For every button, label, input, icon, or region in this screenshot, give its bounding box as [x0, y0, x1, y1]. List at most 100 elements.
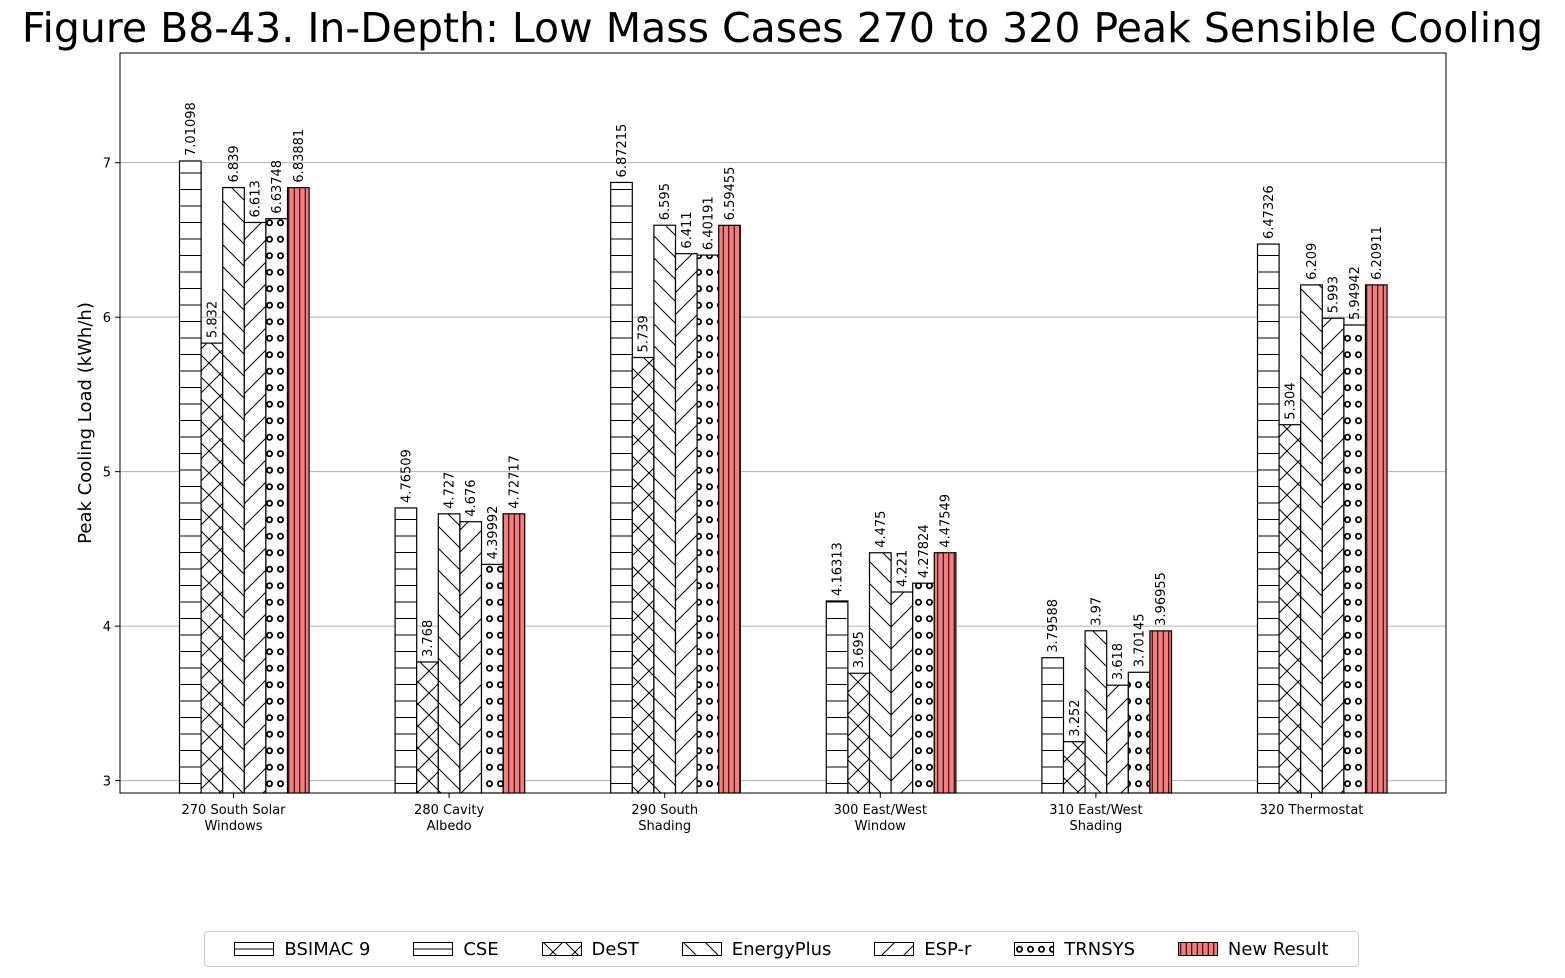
bar-value-label: 3.97 [1089, 597, 1104, 626]
bar-value-label: 3.96955 [1154, 572, 1169, 626]
bar-value-label: 6.20911 [1370, 226, 1385, 280]
y-axis-label: Peak Cooling Load (kWh/h) [75, 302, 96, 544]
bar-value-label: 3.79588 [1046, 599, 1061, 653]
bar-value-label: 3.618 [1111, 643, 1126, 680]
bar-energyplus-4 [1084, 630, 1108, 794]
legend-swatch [234, 942, 275, 956]
bar-dest-5 [1278, 424, 1302, 794]
bar-value-label: 5.832 [205, 301, 220, 338]
legend-label: TRNSYS [1064, 938, 1136, 960]
x-tick-label: 280 Cavity Albedo [414, 803, 484, 834]
bar-value-label: 3.252 [1068, 699, 1083, 736]
bar-esp-r-1 [459, 521, 483, 794]
legend-item-dest: DeST [541, 938, 639, 960]
legend-item-new-result: New Result [1177, 938, 1329, 960]
bar-value-label: 3.70145 [1133, 614, 1148, 668]
y-tick-label: 6 [103, 311, 111, 326]
x-tick-label: 270 South Solar Windows [182, 803, 287, 834]
bar-cse-4 [1041, 657, 1065, 794]
x-tick-label: 320 Thermostat [1260, 803, 1364, 818]
bar-value-label: 6.83881 [292, 129, 307, 183]
bar-cse-1 [394, 507, 418, 794]
bar-value-label: 6.839 [227, 145, 242, 182]
bar-energyplus-0 [222, 186, 245, 794]
bar-value-label: 4.27824 [917, 524, 932, 578]
bar-value-label: 4.676 [464, 479, 479, 516]
x-tick-label: 290 South Shading [631, 803, 698, 834]
legend: BSIMAC 9 CSE DeST EnergyPlus ESP-r TRNSYS New … [204, 931, 1359, 967]
bar-dest-1 [416, 661, 439, 794]
bar-esp-r-3 [890, 591, 914, 794]
legend-swatch [1014, 942, 1055, 956]
bar-value-label: 3.768 [421, 620, 436, 657]
bar-new-result-2 [718, 224, 741, 794]
bar-energyplus-1 [437, 513, 461, 794]
y-tick-label: 5 [103, 466, 111, 481]
bar-esp-r-4 [1106, 684, 1129, 794]
legend-label: ESP-r [924, 938, 972, 960]
bar-cse-5 [1256, 243, 1280, 794]
bar-esp-r-5 [1321, 317, 1345, 794]
bar-value-label: 4.39992 [486, 506, 501, 560]
y-tick-label: 3 [103, 775, 111, 790]
bar-value-label: 6.613 [249, 180, 264, 217]
bar-cse-0 [178, 160, 202, 794]
legend-item-bsimac-9: BSIMAC 9 [234, 939, 370, 960]
bar-value-labels: 7.01098 5.832 6.839 6.613 6.63748 6.83881 4.76… [184, 102, 1385, 736]
bar-value-label: 6.87215 [615, 124, 630, 178]
bar-value-label: 7.01098 [184, 102, 199, 156]
legend-item-esp-r: ESP-r [874, 939, 971, 960]
legend-item-cse: CSE [413, 938, 499, 960]
bar-trnsys-3 [912, 582, 935, 794]
bar-energyplus-3 [868, 552, 892, 794]
bar-dest-2 [631, 356, 655, 794]
bar-value-label: 5.94942 [1348, 266, 1363, 320]
legend-label: EnergyPlus [731, 938, 832, 960]
x-tick-label: 300 East/West Window [834, 803, 927, 834]
bar-dest-3 [847, 672, 871, 794]
legend-swatch [1177, 942, 1218, 956]
legend-swatch [413, 942, 454, 956]
bar-trnsys-4 [1127, 671, 1151, 794]
bar-value-label: 5.304 [1283, 382, 1298, 419]
bar-cse-3 [825, 600, 849, 794]
bar-energyplus-5 [1300, 284, 1323, 794]
grid-lines [120, 162, 1446, 782]
bar-value-label: 6.40191 [701, 196, 716, 250]
bar-dest-4 [1062, 741, 1086, 794]
bar-trnsys-2 [696, 254, 720, 794]
bar-esp-r-0 [243, 221, 267, 794]
bars [178, 160, 1388, 794]
bar-value-label: 3.695 [852, 631, 867, 668]
x-axis-ticks: 270 South Solar Windows 280 Cavity Albedo 29… [182, 793, 1364, 834]
bar-value-label: 6.47326 [1262, 185, 1277, 239]
plot-frame [119, 52, 1447, 794]
legend-label: New Result [1227, 938, 1329, 960]
legend-swatch [874, 942, 915, 956]
legend-item-energyplus: EnergyPlus [681, 938, 832, 960]
bar-value-label: 4.475 [874, 511, 889, 548]
bar-value-label: 6.59455 [723, 167, 738, 221]
bar-value-label: 6.63748 [270, 160, 285, 214]
x-tick-label: 310 East/West Shading [1049, 803, 1142, 834]
bar-value-label: 4.727 [443, 472, 458, 509]
bar-trnsys-1 [480, 563, 504, 794]
bar-esp-r-2 [674, 253, 698, 794]
bar-energyplus-2 [653, 224, 677, 794]
chart-title: Figure B8-43. In-Depth: Low Mass Cases 2… [21, 4, 1544, 52]
bar-dest-0 [200, 342, 224, 794]
bar-new-result-1 [502, 513, 526, 794]
legend-label: CSE [463, 938, 499, 960]
y-axis-ticks: 3 4 5 6 7 [103, 157, 120, 790]
bar-value-label: 4.72717 [507, 455, 522, 509]
legend-swatch [541, 942, 582, 956]
bar-value-label: 4.76509 [399, 449, 414, 503]
legend-label: BSIMAC 9 [284, 938, 371, 960]
legend-label: DeST [591, 938, 639, 960]
bar-value-label: 6.209 [1305, 243, 1320, 280]
bar-trnsys-0 [265, 218, 289, 794]
legend-item-trnsys: TRNSYS [1014, 939, 1135, 960]
bar-trnsys-5 [1343, 324, 1367, 794]
bar-new-result-4 [1149, 630, 1173, 794]
